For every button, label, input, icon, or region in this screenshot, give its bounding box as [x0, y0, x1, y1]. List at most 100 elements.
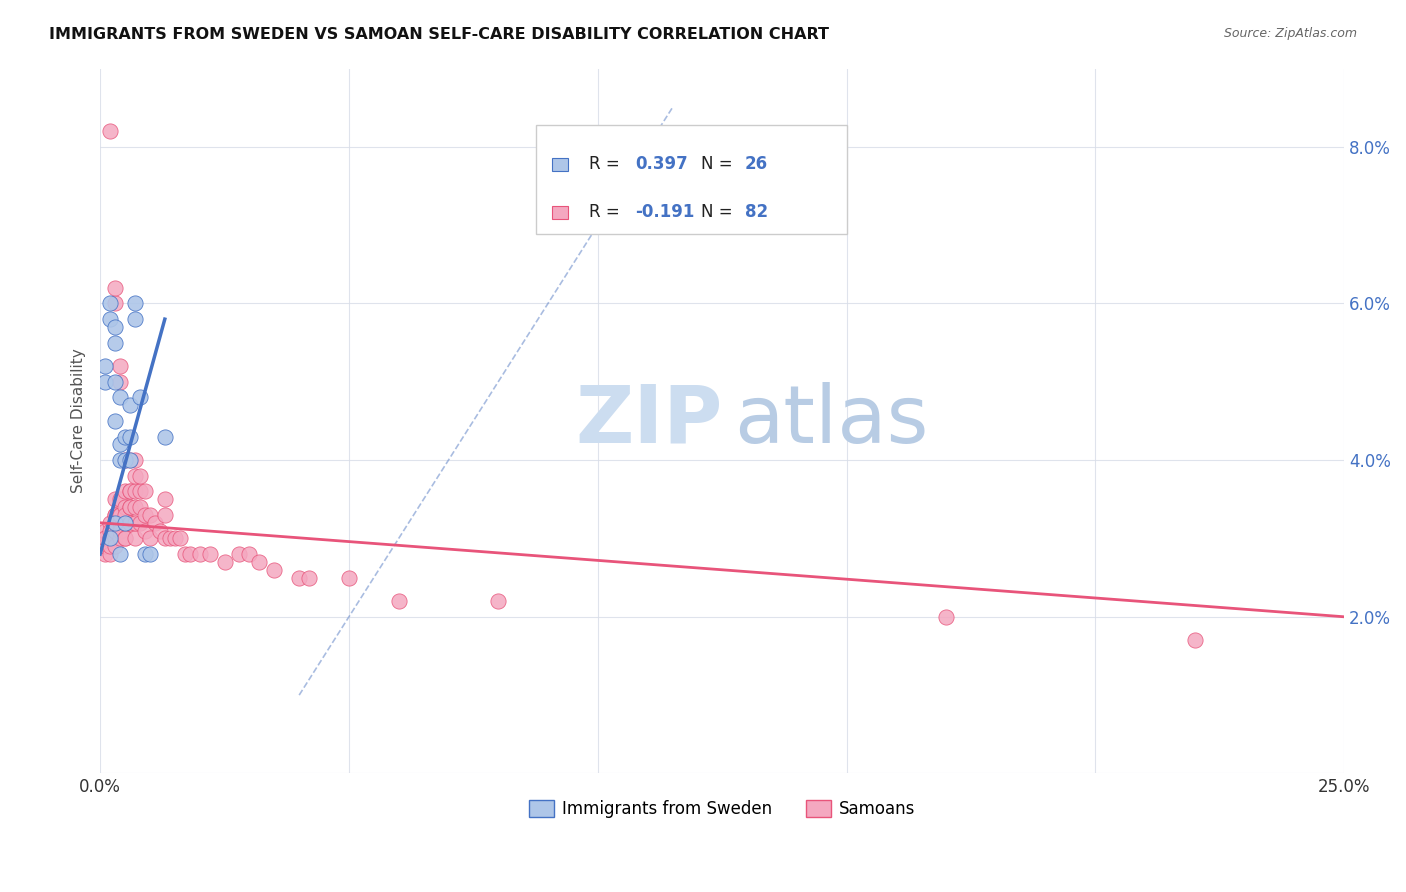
- Bar: [551, 158, 568, 170]
- Point: [114, 430, 136, 444]
- Point: [153, 508, 176, 522]
- Text: Source: ZipAtlas.com: Source: ZipAtlas.com: [1223, 27, 1357, 40]
- Point: [935, 609, 957, 624]
- Point: [94, 532, 117, 546]
- Point: [124, 532, 146, 546]
- Point: [118, 453, 141, 467]
- Point: [118, 484, 141, 499]
- Point: [114, 516, 136, 530]
- Point: [124, 500, 146, 515]
- Point: [114, 516, 136, 530]
- Point: [108, 547, 131, 561]
- Point: [179, 547, 201, 561]
- Point: [104, 539, 127, 553]
- Point: [134, 547, 156, 561]
- Point: [108, 532, 131, 546]
- Text: 82: 82: [745, 203, 768, 221]
- Point: [98, 124, 121, 138]
- Point: [159, 532, 181, 546]
- Point: [188, 547, 211, 561]
- Point: [114, 453, 136, 467]
- Point: [124, 516, 146, 530]
- Bar: [551, 206, 568, 219]
- Point: [108, 508, 131, 522]
- Text: 0.397: 0.397: [636, 155, 688, 173]
- Point: [114, 532, 136, 546]
- Point: [108, 453, 131, 467]
- Point: [169, 532, 191, 546]
- Point: [104, 532, 127, 546]
- Point: [198, 547, 221, 561]
- Point: [153, 532, 176, 546]
- Text: ZIP: ZIP: [575, 382, 723, 460]
- Point: [134, 484, 156, 499]
- Point: [118, 484, 141, 499]
- Point: [118, 453, 141, 467]
- Point: [118, 430, 141, 444]
- Point: [228, 547, 250, 561]
- Point: [98, 312, 121, 326]
- Point: [173, 547, 195, 561]
- Text: N =: N =: [702, 203, 738, 221]
- Point: [104, 524, 127, 538]
- Point: [139, 508, 162, 522]
- Point: [104, 320, 127, 334]
- Point: [118, 398, 141, 412]
- Point: [118, 516, 141, 530]
- Point: [118, 516, 141, 530]
- Point: [94, 532, 117, 546]
- FancyBboxPatch shape: [536, 125, 846, 235]
- Point: [118, 500, 141, 515]
- Point: [263, 563, 285, 577]
- Point: [114, 500, 136, 515]
- Point: [124, 484, 146, 499]
- Point: [134, 524, 156, 538]
- Point: [139, 532, 162, 546]
- Point: [108, 516, 131, 530]
- Point: [129, 391, 152, 405]
- Point: [118, 500, 141, 515]
- Point: [153, 492, 176, 507]
- Point: [104, 516, 127, 530]
- Point: [98, 532, 121, 546]
- Point: [108, 508, 131, 522]
- Point: [98, 547, 121, 561]
- Point: [94, 524, 117, 538]
- Text: -0.191: -0.191: [636, 203, 695, 221]
- Point: [104, 375, 127, 389]
- Point: [94, 547, 117, 561]
- Text: N =: N =: [702, 155, 738, 173]
- Point: [108, 492, 131, 507]
- Point: [238, 547, 260, 561]
- Point: [247, 555, 270, 569]
- Point: [124, 453, 146, 467]
- Point: [337, 571, 360, 585]
- Point: [124, 296, 146, 310]
- Point: [98, 516, 121, 530]
- Point: [108, 375, 131, 389]
- Point: [149, 524, 172, 538]
- Point: [98, 524, 121, 538]
- Point: [94, 375, 117, 389]
- Point: [108, 524, 131, 538]
- Point: [98, 296, 121, 310]
- Point: [124, 468, 146, 483]
- Point: [129, 516, 152, 530]
- Point: [104, 508, 127, 522]
- Point: [98, 539, 121, 553]
- Point: [108, 359, 131, 373]
- Legend: Immigrants from Sweden, Samoans: Immigrants from Sweden, Samoans: [522, 794, 922, 825]
- Point: [288, 571, 311, 585]
- Point: [108, 437, 131, 451]
- Point: [139, 547, 162, 561]
- Point: [114, 532, 136, 546]
- Text: IMMIGRANTS FROM SWEDEN VS SAMOAN SELF-CARE DISABILITY CORRELATION CHART: IMMIGRANTS FROM SWEDEN VS SAMOAN SELF-CA…: [49, 27, 830, 42]
- Point: [104, 414, 127, 428]
- Point: [104, 296, 127, 310]
- Point: [94, 539, 117, 553]
- Point: [298, 571, 321, 585]
- Text: R =: R =: [589, 155, 626, 173]
- Point: [388, 594, 411, 608]
- Point: [134, 508, 156, 522]
- Text: R =: R =: [589, 203, 626, 221]
